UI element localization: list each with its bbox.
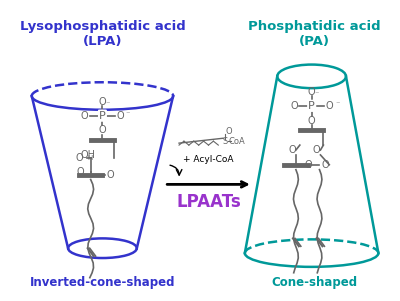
Text: S: S [222, 137, 228, 146]
Text: O: O [106, 169, 114, 180]
Text: H: H [87, 155, 92, 161]
Text: P: P [99, 111, 106, 121]
Text: + Acyl-CoA: + Acyl-CoA [183, 155, 234, 164]
Text: O: O [99, 97, 106, 107]
Text: O: O [99, 126, 106, 135]
Text: O: O [226, 127, 232, 136]
Text: O: O [326, 101, 333, 111]
Text: Lysophosphatidic acid
(LPA): Lysophosphatidic acid (LPA) [20, 20, 185, 48]
Text: O: O [322, 160, 329, 170]
Text: O: O [308, 116, 316, 126]
Text: ⁻: ⁻ [314, 89, 319, 98]
Text: Cone-shaped: Cone-shaped [272, 276, 358, 289]
Text: CoA: CoA [229, 137, 245, 146]
Text: ⁻: ⁻ [335, 99, 339, 108]
Text: ⁻: ⁻ [126, 109, 130, 118]
Text: OH: OH [81, 150, 96, 160]
Text: O: O [81, 111, 88, 121]
Text: O: O [290, 101, 298, 111]
Text: O: O [305, 160, 312, 170]
Text: O: O [75, 153, 83, 163]
Text: P: P [308, 101, 315, 111]
Text: Inverted-cone-shaped: Inverted-cone-shaped [30, 276, 175, 289]
Text: O: O [308, 87, 316, 97]
Text: ⁻: ⁻ [105, 99, 110, 108]
Text: O: O [288, 145, 296, 155]
Text: O: O [76, 167, 84, 177]
Text: O: O [313, 145, 320, 155]
Text: Phosphatidic acid
(PA): Phosphatidic acid (PA) [248, 20, 381, 48]
Text: LPAATs: LPAATs [176, 193, 241, 211]
Text: O: O [116, 111, 124, 121]
